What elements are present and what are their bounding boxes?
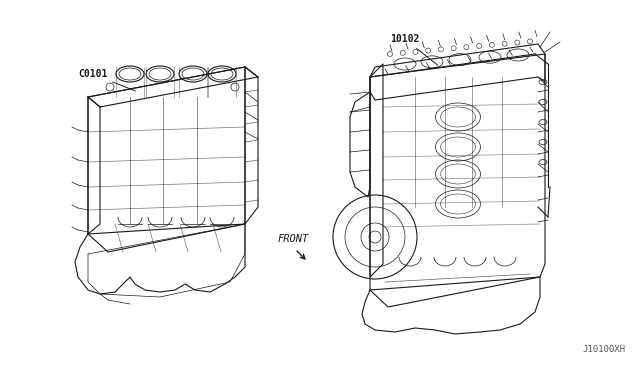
- Text: C0101: C0101: [78, 69, 136, 91]
- Text: FRONT: FRONT: [278, 234, 309, 244]
- Text: J10100XH: J10100XH: [582, 345, 625, 354]
- Text: 10102: 10102: [390, 34, 438, 65]
